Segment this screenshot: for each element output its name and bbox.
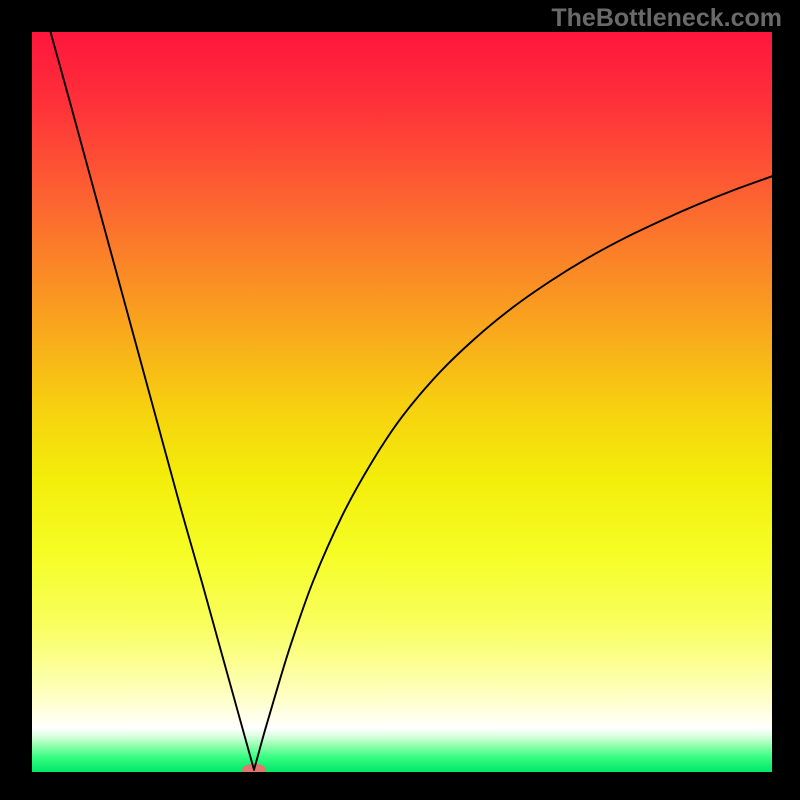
curve-left-branch (51, 32, 255, 770)
watermark: TheBottleneck.com (551, 4, 782, 33)
frame-left (0, 0, 32, 800)
curve-right-branch (254, 176, 772, 769)
frame-bottom (0, 772, 800, 800)
chart-svg (0, 0, 800, 800)
frame-right (772, 0, 800, 800)
